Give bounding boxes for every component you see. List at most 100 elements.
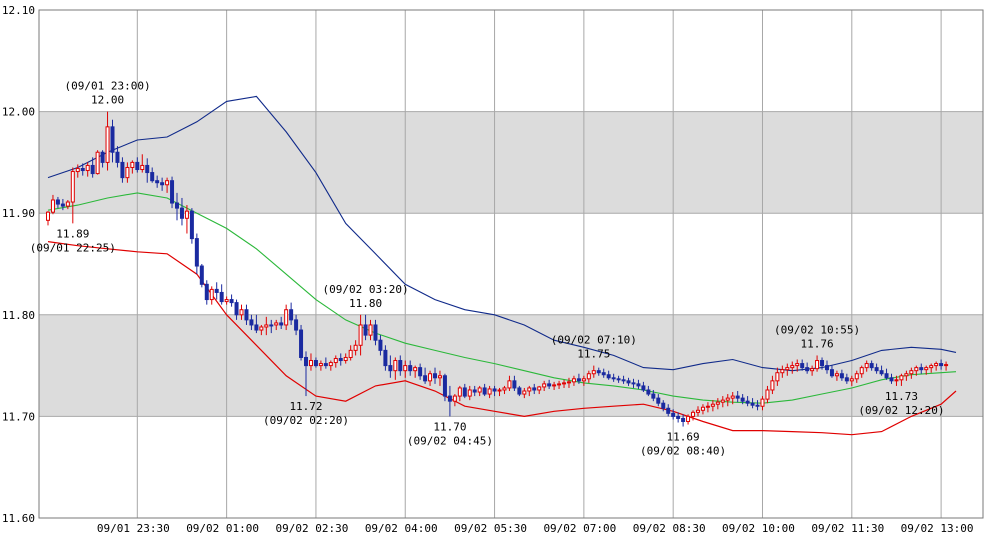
candle-body-up xyxy=(924,367,929,371)
candle-body-down xyxy=(115,151,120,163)
candle-body-up xyxy=(358,324,363,346)
candle-body-down xyxy=(472,389,477,393)
candle-body-up xyxy=(810,368,815,372)
candle-body-down xyxy=(289,309,294,321)
candle-body-up xyxy=(586,373,591,380)
candle-body-up xyxy=(730,395,735,399)
candle-body-up xyxy=(914,367,919,372)
candle-body-up xyxy=(571,378,576,383)
candle-body-down xyxy=(194,238,199,267)
candle-body-down xyxy=(373,324,378,341)
candle-body-down xyxy=(279,322,284,326)
x-axis-labels: 09/01 23:30 09/02 01:00 09/02 02:30 09/02 0… xyxy=(97,522,974,535)
candle-body-down xyxy=(323,363,328,367)
x-tick-label: 09/02 02:30 xyxy=(276,522,349,535)
candle-body-up xyxy=(259,326,264,331)
candle-body-down xyxy=(304,356,309,367)
candle-body-up xyxy=(428,373,433,382)
candle-body-up xyxy=(403,365,408,372)
candle-body-down xyxy=(447,395,452,402)
candle-body-down xyxy=(517,387,522,395)
candle-body-down xyxy=(671,412,676,417)
candle-body-up xyxy=(239,309,244,316)
annotation-value-label: 11.70 xyxy=(433,420,466,433)
shaded-band xyxy=(39,111,983,214)
candle-body-down xyxy=(611,377,616,380)
candle-body-up xyxy=(308,360,313,367)
candle-body-down xyxy=(199,265,204,285)
candle-body-down xyxy=(433,373,438,379)
candle-body-up xyxy=(328,362,333,367)
candle-body-up xyxy=(710,403,715,407)
x-tick-label: 09/02 11:30 xyxy=(811,522,884,535)
candle-body-up xyxy=(507,380,512,389)
candle-body-up xyxy=(815,360,820,370)
candle-body-down xyxy=(214,288,219,293)
candle-body-down xyxy=(641,385,646,391)
candle-body-down xyxy=(636,383,641,387)
annotation-value-label: 11.76 xyxy=(801,337,834,350)
candle-body-up xyxy=(725,397,730,401)
candle-body-down xyxy=(234,302,239,316)
candle-body-up xyxy=(95,151,100,175)
annotation-time-label: (09/02 10:55) xyxy=(774,323,860,336)
candle-body-up xyxy=(775,372,780,382)
candle-body-up xyxy=(720,399,725,403)
candle-body-up xyxy=(944,364,949,367)
candle-body-down xyxy=(269,324,274,327)
candle-body-up xyxy=(70,171,75,203)
candle-body-up xyxy=(393,360,398,372)
candle-body-up xyxy=(899,375,904,381)
y-tick-label: 12.10 xyxy=(2,4,35,17)
candle-body-up xyxy=(85,164,90,172)
candle-body-up xyxy=(780,369,785,374)
candle-body-down xyxy=(601,372,606,376)
candle-body-up xyxy=(929,365,934,369)
candle-body-up xyxy=(46,211,50,221)
candle-body-down xyxy=(80,167,85,172)
candle-body-up xyxy=(695,409,700,413)
x-tick-label: 09/02 01:00 xyxy=(186,522,259,535)
candle-body-up xyxy=(274,322,279,326)
candle-body-down xyxy=(160,182,165,186)
candle-body-up xyxy=(581,378,586,382)
candle-body-down xyxy=(829,369,834,377)
candle-body-down xyxy=(120,161,125,179)
candle-body-down xyxy=(532,387,537,391)
annotation-value-label: 11.75 xyxy=(577,348,610,361)
annotations: (09/01 23:00)12.00 11.89(09/01 22:25) 11.7… xyxy=(30,80,945,458)
annotation-time-label: (09/02 08:40) xyxy=(640,445,726,458)
candle-body-down xyxy=(869,363,874,369)
candle-body-down xyxy=(363,324,368,336)
candle-body-down xyxy=(800,363,805,369)
annotation-time-label: (09/02 03:20) xyxy=(323,283,409,296)
candle-body-up xyxy=(140,164,145,171)
candle-body-down xyxy=(204,283,209,301)
candle-body-up xyxy=(527,387,532,392)
candle-body-up xyxy=(700,406,705,411)
candle-body-down xyxy=(939,363,944,367)
candle-body-up xyxy=(834,373,839,377)
candle-body-down xyxy=(378,339,383,351)
y-tick-label: 12.00 xyxy=(2,106,35,119)
candle-body-up xyxy=(343,356,348,362)
candle-body-up xyxy=(566,381,571,384)
annotation-time-label: (09/02 12:20) xyxy=(858,404,944,417)
y-tick-label: 11.90 xyxy=(2,207,35,220)
x-tick-label: 09/02 04:00 xyxy=(365,522,438,535)
candle-body-down xyxy=(919,367,924,371)
annotation-value-label: 11.80 xyxy=(349,297,382,310)
candle-body-up xyxy=(467,389,472,397)
annotation-value-label: 11.69 xyxy=(667,431,700,444)
candle-body-down xyxy=(338,357,343,362)
candle-body-up xyxy=(318,363,323,367)
candle-body-down xyxy=(313,360,318,367)
candle-body-up xyxy=(457,387,462,397)
candle-body-up xyxy=(765,389,770,400)
candle-body-down xyxy=(839,373,844,379)
candle-body-up xyxy=(437,375,442,379)
annotation-value-label: 11.72 xyxy=(289,400,322,413)
candle-body-down xyxy=(482,387,487,395)
x-tick-label: 09/01 23:30 xyxy=(97,522,170,535)
candle-body-down xyxy=(844,377,849,382)
